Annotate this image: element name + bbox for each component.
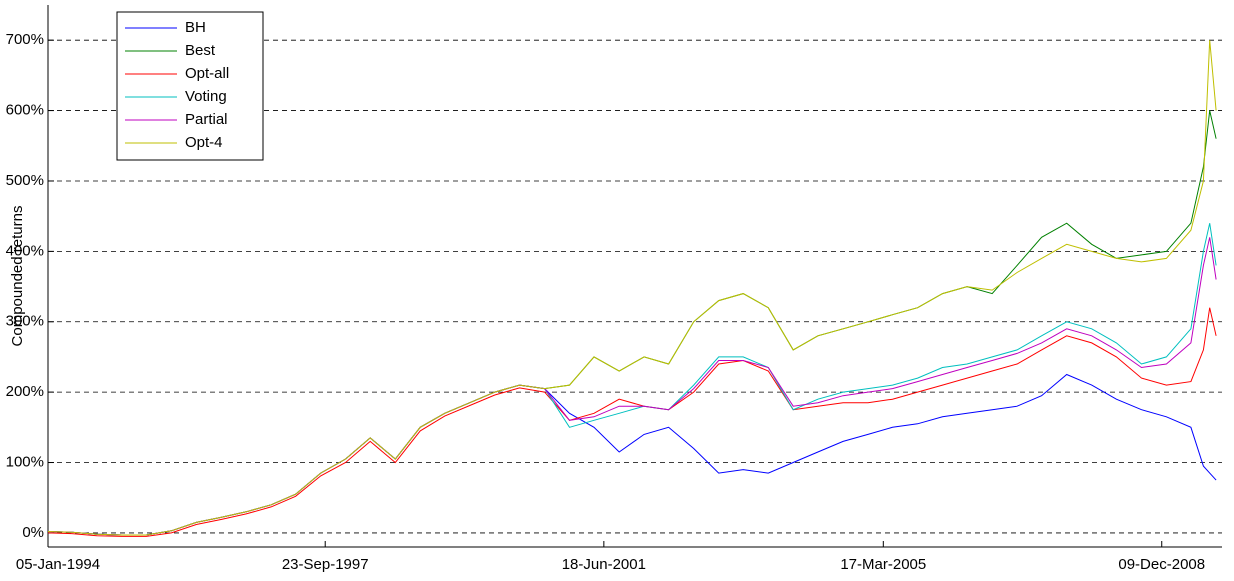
legend-label: BH	[185, 19, 206, 36]
series-line	[47, 110, 1217, 536]
legend-label: Partial	[185, 111, 228, 128]
x-tick-label: 18-Jun-2001	[562, 556, 646, 573]
x-tick-label: 09-Dec-2008	[1118, 556, 1205, 573]
y-tick-label: 400%	[6, 242, 44, 259]
series-line	[47, 237, 1217, 536]
legend-label: Opt-4	[185, 134, 223, 151]
legend-label: Best	[185, 42, 216, 59]
legend: BH Best Opt-all Voting Partial Opt-4	[116, 11, 264, 161]
y-tick-label: 600%	[6, 102, 44, 119]
x-tick-label: 05-Jan-1994	[16, 556, 100, 573]
y-tick-label: 300%	[6, 313, 44, 330]
series-line	[47, 40, 1217, 536]
y-tick-label: 100%	[6, 454, 44, 471]
legend-label: Opt-all	[185, 65, 229, 82]
legend-label: Voting	[185, 88, 227, 105]
x-tick-label: 17-Mar-2005	[840, 556, 926, 573]
y-tick-label: 500%	[6, 172, 44, 189]
legend-box	[116, 11, 264, 161]
y-axis-label: Compounded returns	[9, 206, 26, 347]
x-tick-label: 23-Sep-1997	[282, 556, 369, 573]
y-tick-label: 0%	[22, 524, 44, 541]
y-tick-label: 200%	[6, 383, 44, 400]
y-tick-label: 700%	[6, 31, 44, 48]
series-line	[47, 373, 1217, 536]
series-line	[47, 307, 1217, 537]
series-line	[47, 223, 1217, 536]
